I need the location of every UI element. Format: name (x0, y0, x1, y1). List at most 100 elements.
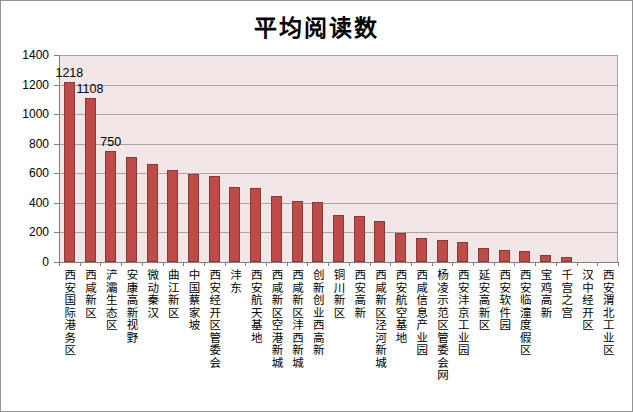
x-axis-category-label: 西咸新区 (83, 269, 97, 319)
x-axis-tick (411, 262, 412, 266)
x-axis-category-label: 西咸新区空港新城 (269, 269, 283, 369)
x-axis-tick (577, 262, 578, 266)
x-axis-tick (597, 262, 598, 266)
x-axis-tick (556, 262, 557, 266)
bar (354, 216, 365, 262)
bar (519, 251, 530, 262)
x-axis-tick (59, 262, 60, 266)
x-axis-category-label: 微动秦汉 (145, 269, 159, 319)
x-axis-category-label: 西安临潼度假区 (518, 269, 532, 357)
x-axis-tick (618, 262, 619, 266)
bar (250, 188, 261, 262)
bar (188, 174, 199, 262)
gridline (59, 144, 617, 145)
data-label: 1108 (70, 82, 110, 96)
gridline (59, 114, 617, 115)
x-axis-tick (100, 262, 101, 266)
bar (457, 242, 468, 262)
bar (85, 98, 96, 262)
gridline (59, 173, 617, 174)
x-axis-category-label: 西安航空基地 (394, 269, 408, 344)
x-axis-category-label: 西安国际港务区 (62, 269, 76, 357)
y-axis-tick-label: 1200 (11, 79, 49, 91)
x-axis-category-label: 千宫之宫 (559, 269, 573, 319)
bar (167, 170, 178, 262)
x-axis-tick (183, 262, 184, 266)
x-axis-tick (349, 262, 350, 266)
x-axis-tick (142, 262, 143, 266)
x-axis-tick (494, 262, 495, 266)
x-axis-tick (473, 262, 474, 266)
y-axis-tick-label: 0 (11, 256, 49, 268)
bar (105, 151, 116, 262)
x-axis-category-label: 浐灞生态区 (104, 269, 118, 332)
x-axis-category-label: 西安经开区管委会 (207, 269, 221, 369)
x-axis-tick (163, 262, 164, 266)
x-axis-category-label: 汉中经开区 (580, 269, 594, 332)
x-axis-category-label: 创新创业西高新 (311, 269, 325, 357)
x-axis-tick (121, 262, 122, 266)
bar (478, 248, 489, 262)
x-axis-category-label: 沣东 (228, 269, 242, 294)
x-axis-category-label: 西咸新区沣西新城 (290, 269, 304, 369)
x-axis-tick (245, 262, 246, 266)
bar (437, 240, 448, 262)
x-axis-tick (225, 262, 226, 266)
x-axis-category-label: 西咸信息产业园 (414, 269, 428, 357)
y-axis-tick-label: 1400 (11, 49, 49, 61)
y-axis-tick-label: 800 (11, 138, 49, 150)
bar (209, 176, 220, 262)
bar (312, 202, 323, 262)
x-axis-category-label: 西安软件园 (497, 269, 511, 332)
x-axis-category-label: 安康高新视野 (124, 269, 138, 344)
x-axis-tick (204, 262, 205, 266)
bar (540, 255, 551, 262)
chart-title: 平均阅读数 (1, 9, 632, 43)
bar (229, 187, 240, 262)
bar (64, 82, 75, 262)
y-axis-tick-label: 400 (11, 197, 49, 209)
x-axis-line (54, 262, 618, 263)
bar (147, 164, 158, 262)
x-axis-tick (370, 262, 371, 266)
x-axis-tick (452, 262, 453, 266)
x-axis-tick (535, 262, 536, 266)
x-axis-tick (287, 262, 288, 266)
bar (126, 157, 137, 262)
x-axis-category-label: 西安高新 (352, 269, 366, 319)
bar (416, 238, 427, 262)
gridline (59, 85, 617, 86)
x-axis-category-label: 铜川新区 (332, 269, 346, 319)
bar (395, 233, 406, 262)
x-axis-category-label: 杨凌示范区管委会网 (435, 269, 449, 382)
x-axis-tick (80, 262, 81, 266)
x-axis-category-label: 宝鸡高新 (539, 269, 553, 319)
x-axis-tick (390, 262, 391, 266)
bar (499, 250, 510, 262)
x-axis-category-label: 西安渭北工业区 (601, 269, 615, 357)
bar (271, 196, 282, 262)
bar-chart: 平均阅读数 1400120010008006004002000 西安国际港务区西… (0, 0, 633, 412)
bar (292, 201, 303, 262)
x-axis-tick (328, 262, 329, 266)
bar (561, 257, 572, 262)
bar (333, 215, 344, 262)
y-axis-tick-label: 200 (11, 226, 49, 238)
gridline (59, 203, 617, 204)
gridline (59, 55, 617, 56)
x-axis-category-label: 延安高新区 (476, 269, 490, 332)
x-axis-category-label: 曲江新区 (166, 269, 180, 319)
x-axis-tick (266, 262, 267, 266)
y-axis-line (59, 55, 60, 262)
x-axis-category-label: 中国蔡家坡 (187, 269, 201, 332)
data-label: 1218 (49, 66, 89, 80)
x-axis-tick (514, 262, 515, 266)
bar (374, 221, 385, 262)
y-axis-tick-label: 600 (11, 167, 49, 179)
data-label: 750 (91, 135, 131, 149)
y-axis-tick-label: 1000 (11, 108, 49, 120)
x-axis-category-label: 西安沣京工业园 (456, 269, 470, 357)
x-axis-category-label: 西安航天基地 (249, 269, 263, 344)
x-axis-category-label: 西咸新区泾河新城 (373, 269, 387, 369)
x-axis-tick (432, 262, 433, 266)
